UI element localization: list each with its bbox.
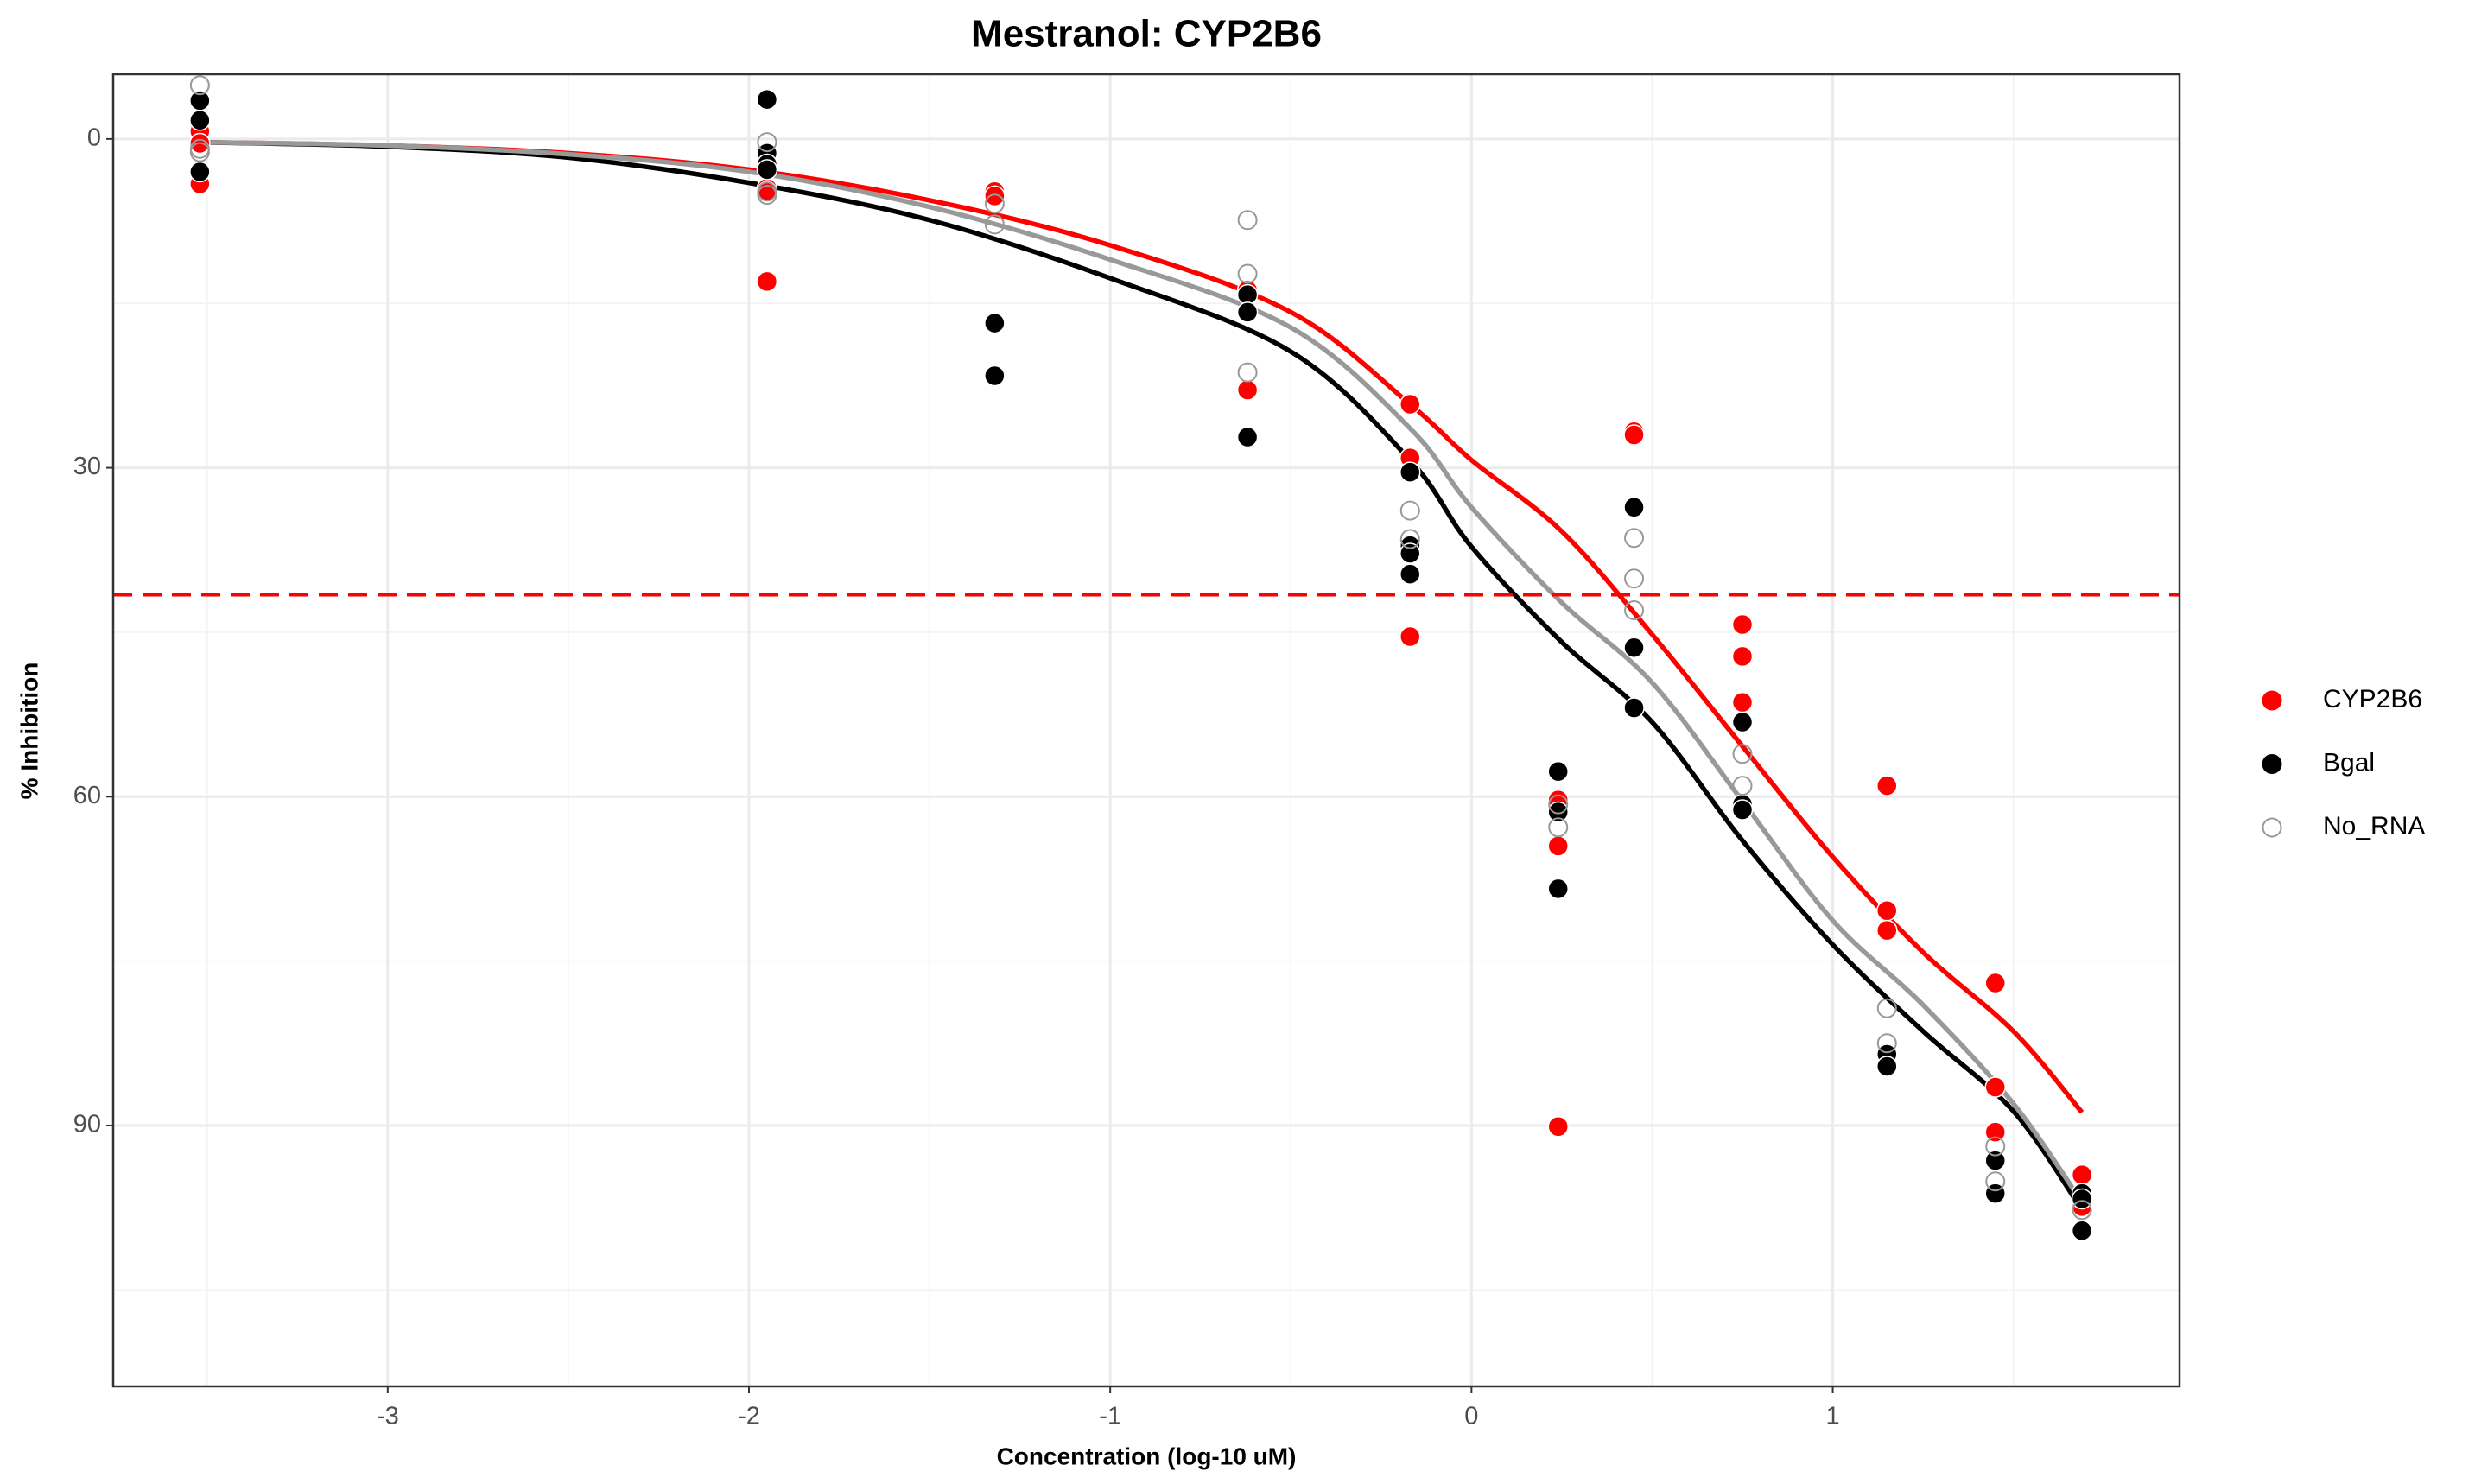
point	[1624, 600, 1645, 621]
point	[984, 193, 1005, 214]
legend-marker	[2262, 754, 2282, 774]
point	[1399, 563, 1421, 585]
legend-marker	[2262, 817, 2282, 838]
point	[756, 270, 778, 293]
point	[1985, 1171, 2006, 1192]
point	[984, 312, 1006, 334]
point	[1399, 461, 1421, 483]
legend-label: CYP2B6	[2323, 685, 2422, 713]
point	[1237, 263, 1258, 284]
point	[1623, 697, 1645, 719]
point	[189, 142, 210, 162]
point	[757, 185, 777, 206]
point	[1876, 1033, 1897, 1054]
point	[1399, 500, 1420, 521]
point	[1547, 801, 1569, 823]
point	[1547, 760, 1569, 783]
point	[756, 88, 778, 111]
point	[189, 161, 211, 183]
point	[1399, 529, 1420, 549]
point	[1547, 835, 1569, 857]
legend-label: Bgal	[2323, 748, 2375, 777]
x-axis-label: Concentration (log-10 uM)	[997, 1443, 1297, 1469]
point	[2071, 1188, 2093, 1210]
point	[1984, 1150, 2006, 1171]
y-tick-label: 30	[73, 453, 101, 480]
y-tick-label: 90	[73, 1111, 101, 1138]
y-tick-label: 60	[73, 782, 101, 809]
point	[2071, 1164, 2093, 1186]
point	[984, 185, 1006, 207]
point	[984, 365, 1006, 387]
x-tick-label: 0	[1464, 1403, 1478, 1430]
point	[1399, 393, 1421, 415]
point	[1236, 379, 1259, 401]
point	[2072, 1200, 2092, 1221]
point	[1731, 645, 1754, 668]
point	[1984, 1076, 2006, 1098]
point	[1876, 1056, 1898, 1077]
point	[1237, 210, 1258, 231]
point	[1237, 362, 1258, 383]
y-axis-label: % Inhibition	[16, 663, 42, 800]
point	[1236, 283, 1259, 306]
point	[1984, 972, 2006, 994]
point	[1623, 497, 1645, 518]
point	[1731, 799, 1754, 821]
point	[1548, 794, 1569, 815]
point	[1624, 568, 1645, 589]
fit-curve	[200, 139, 2085, 1204]
point	[756, 159, 778, 181]
point	[1732, 776, 1753, 796]
point	[984, 214, 1005, 235]
point	[1547, 878, 1569, 900]
chart-title: Mestranol: CYP2B6	[971, 13, 1322, 55]
point	[1731, 711, 1754, 733]
point	[1623, 637, 1645, 658]
point	[1399, 625, 1421, 648]
legend-marker	[2262, 690, 2282, 711]
legend-label: No_RNA	[2323, 812, 2425, 840]
x-tick-label: 1	[1825, 1403, 1839, 1430]
point	[1623, 424, 1645, 446]
point	[2071, 1220, 2093, 1242]
y-tick-label: 0	[87, 124, 101, 152]
point	[1731, 691, 1754, 713]
point	[189, 75, 210, 96]
point	[1876, 775, 1898, 796]
point	[1399, 542, 1421, 564]
x-tick-label: -2	[738, 1403, 760, 1430]
point	[1624, 528, 1645, 549]
point	[1548, 817, 1569, 838]
point	[1985, 1136, 2006, 1157]
point	[1876, 900, 1898, 922]
point	[757, 132, 777, 153]
point	[189, 110, 211, 131]
plot-border	[111, 73, 2181, 1388]
point	[1732, 744, 1753, 764]
point	[1984, 1121, 2006, 1143]
point	[1236, 301, 1259, 323]
x-tick-label: -1	[1099, 1403, 1121, 1430]
point	[1731, 613, 1754, 636]
point	[1236, 426, 1259, 448]
x-tick-label: -3	[377, 1403, 399, 1430]
point	[1876, 919, 1898, 942]
point	[1876, 998, 1897, 1018]
point	[1547, 1115, 1569, 1138]
